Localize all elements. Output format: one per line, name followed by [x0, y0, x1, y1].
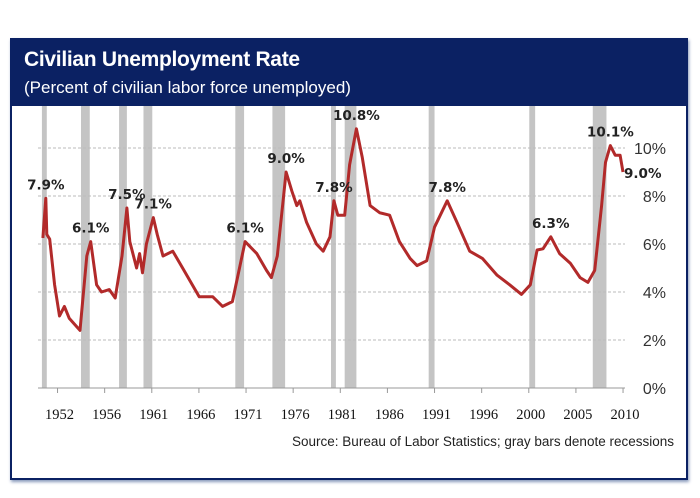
- data-label: 6.1%: [72, 221, 110, 237]
- chart-title: Civilian Unemployment Rate: [24, 48, 300, 71]
- unemployment-line: [41, 127, 625, 332]
- recession-bar: [428, 106, 435, 388]
- recession-bar: [331, 106, 336, 388]
- recession-bar: [143, 106, 153, 388]
- source-note: Source: Bureau of Labor Statistics; gray…: [292, 434, 674, 449]
- chart-subtitle: (Percent of civilian labor force unemplo…: [24, 78, 351, 97]
- y-tick-label: 0%: [643, 381, 666, 398]
- recession-bar: [41, 106, 47, 388]
- data-label: 7.1%: [135, 197, 173, 213]
- data-label: 6.1%: [226, 221, 264, 237]
- recession-bar: [529, 106, 536, 388]
- x-tick-label: 1956: [92, 407, 121, 423]
- x-tick-label: 2000: [516, 407, 545, 423]
- data-label: 9.0%: [267, 151, 305, 167]
- y-tick-label: 8%: [643, 189, 666, 206]
- recession-bar: [344, 106, 357, 388]
- x-tick-label: 1961: [139, 407, 168, 423]
- y-tick-label: 4%: [643, 285, 666, 302]
- y-tick-label: 6%: [643, 237, 666, 254]
- x-tick-label: 1971: [234, 407, 263, 423]
- x-tick-label: 1976: [281, 407, 310, 423]
- x-tick-label: 1991: [422, 407, 451, 423]
- x-tick-label: 2005: [563, 407, 592, 423]
- data-label: 9.0%: [624, 166, 662, 182]
- x-tick-label: 1996: [469, 407, 498, 423]
- chart-header: Civilian Unemployment Rate (Percent of c…: [12, 40, 686, 106]
- x-tick-label: 1986: [375, 407, 404, 423]
- data-label: 10.8%: [333, 108, 380, 124]
- y-tick-label: 2%: [643, 333, 666, 350]
- data-label: 6.3%: [532, 216, 570, 232]
- data-label: 10.1%: [587, 125, 634, 141]
- x-tick-label: 1981: [328, 407, 357, 423]
- data-label: 7.8%: [429, 180, 467, 196]
- chart-frame: 0% 2% 4% 6% 8% 10% 1952 1956 1961 1966 1971 1976 198…: [10, 38, 688, 480]
- recession-bar: [80, 106, 90, 388]
- recession-bar: [235, 106, 245, 388]
- data-label: 7.8%: [315, 180, 353, 196]
- x-tick-label: 1952: [45, 407, 74, 423]
- x-tick-label: 2010: [611, 407, 640, 423]
- unemployment-chart: 0% 2% 4% 6% 8% 10% 1952 1956 1961 1966 1971 1976 198…: [27, 106, 666, 423]
- x-tick-label: 1966: [186, 407, 215, 423]
- y-tick-label: 10%: [634, 141, 666, 158]
- data-label: 7.5%: [108, 187, 146, 203]
- data-label: 7.9%: [27, 177, 65, 193]
